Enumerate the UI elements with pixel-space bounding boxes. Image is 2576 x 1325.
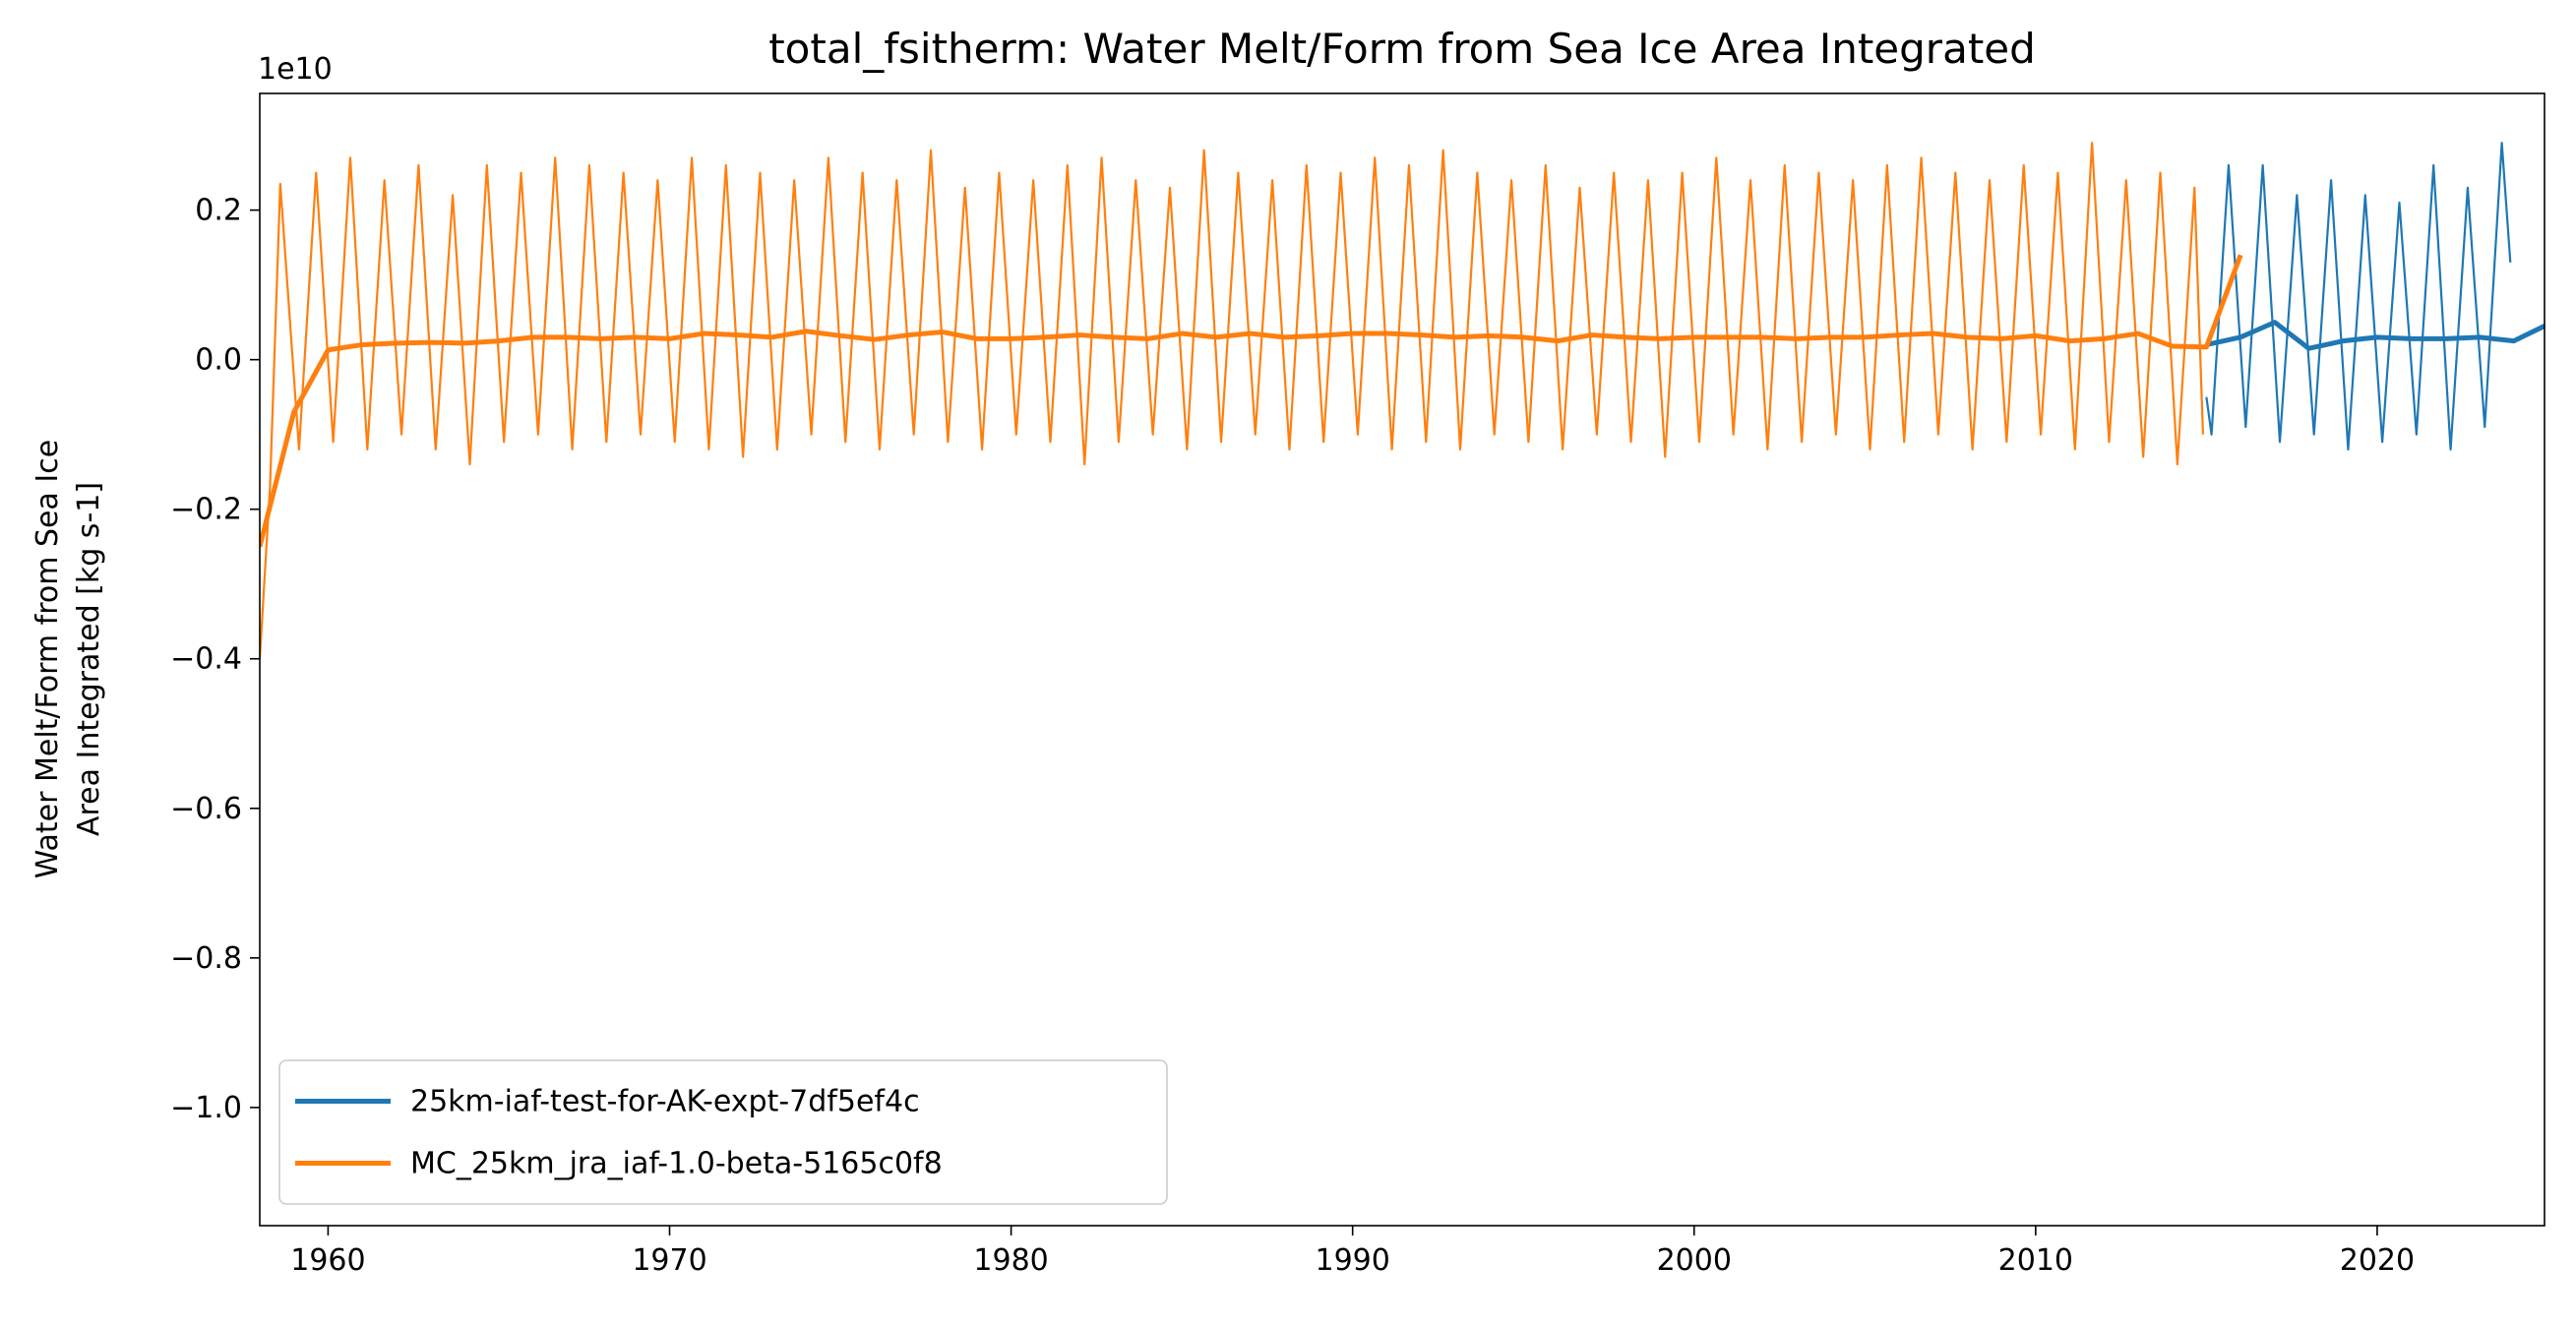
legend-label: MC_25km_jra_iaf-1.0-beta-5165c0f8 bbox=[410, 1147, 943, 1181]
x-tick-label: 2000 bbox=[1657, 1243, 1732, 1278]
monthly-line bbox=[2205, 142, 2512, 451]
x-tick-label: 1970 bbox=[632, 1243, 706, 1278]
chart-title: total_fsitherm: Water Melt/Form from Sea… bbox=[768, 25, 2036, 73]
annual-line bbox=[260, 254, 2243, 548]
x-tick-label: 2020 bbox=[2340, 1243, 2415, 1278]
plot-frame bbox=[259, 92, 2545, 1227]
x-tick-label: 1960 bbox=[290, 1243, 365, 1278]
legend-label: 25km-iaf-test-for-AK-expt-7df5ef4c bbox=[410, 1085, 920, 1119]
y-tick-label: −0.2 bbox=[170, 493, 242, 527]
legend-box bbox=[278, 1059, 1168, 1205]
y-axis-label: Water Melt/Form from Sea Ice bbox=[31, 440, 65, 878]
annual-line bbox=[2205, 320, 2545, 351]
x-tick-label: 1990 bbox=[1315, 1243, 1389, 1278]
y-tick-label: 0.2 bbox=[195, 194, 242, 228]
y-tick-label: −0.8 bbox=[170, 941, 242, 976]
y-offset-label: 1e10 bbox=[258, 52, 333, 87]
x-tick-label: 1980 bbox=[973, 1243, 1048, 1278]
y-tick-label: 0.0 bbox=[195, 343, 242, 378]
x-tick-label: 2010 bbox=[1998, 1243, 2073, 1278]
y-tick-label: −0.4 bbox=[170, 642, 242, 677]
y-tick-label: −1.0 bbox=[170, 1091, 242, 1125]
monthly-line bbox=[260, 142, 2205, 659]
y-axis-label: Area Integrated [kg s-1] bbox=[72, 482, 106, 836]
y-tick-label: −0.6 bbox=[170, 792, 242, 826]
